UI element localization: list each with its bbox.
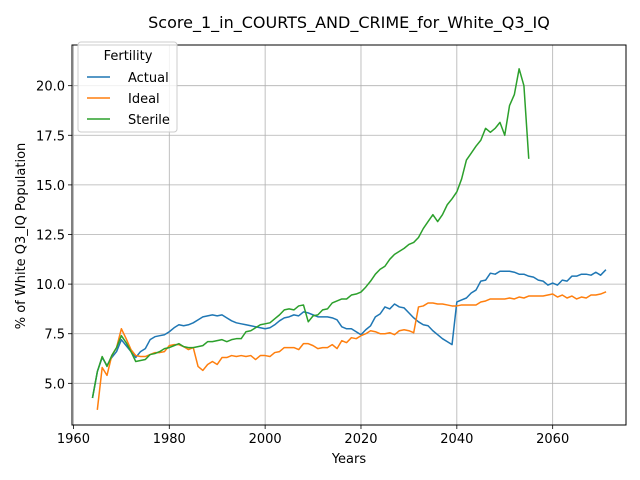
- grid-lines: [72, 45, 626, 425]
- plot-area-frame: [71, 44, 627, 426]
- series-line-actual: [91, 269, 607, 399]
- y-axis-label: % of White Q3_IQ Population: [14, 143, 29, 330]
- y-tick-label: 10.0: [36, 278, 65, 293]
- legend-entries: Actual Ideal Sterile: [87, 71, 170, 128]
- legend-label-actual: Actual: [128, 71, 169, 86]
- x-tick-label: 2020: [344, 432, 377, 447]
- x-tick-label: 1960: [57, 432, 90, 447]
- legend-label-sterile: Sterile: [128, 113, 170, 128]
- x-tick-label: 2060: [536, 432, 569, 447]
- y-tick-label: 20.0: [36, 80, 65, 95]
- legend-label-ideal: Ideal: [128, 92, 160, 107]
- x-axis-label: Years: [331, 452, 367, 467]
- x-axis-ticks: 1960 1980 2000 2020 2040 2060: [57, 425, 569, 447]
- x-tick-label: 2000: [249, 432, 282, 447]
- legend-box: [77, 41, 178, 133]
- x-tick-label: 1980: [153, 432, 186, 447]
- x-tick-label: 2040: [440, 432, 473, 447]
- legend-title: Fertility: [104, 49, 153, 64]
- chart-title: Score_1_in_COURTS_AND_CRIME_for_White_Q3…: [148, 13, 550, 33]
- y-tick-label: 7.5: [44, 328, 65, 343]
- y-axis-ticks: 5.0 7.5 10.0 12.5 15.0 17.5 20.0: [36, 80, 72, 392]
- series-line-sterile: [91, 68, 530, 399]
- y-tick-label: 15.0: [36, 179, 65, 194]
- legend: Fertility Actual Ideal Sterile: [77, 41, 178, 133]
- series-line-ideal: [96, 291, 607, 410]
- series-lines: [91, 68, 607, 410]
- y-tick-label: 12.5: [36, 229, 65, 244]
- y-tick-label: 5.0: [44, 377, 65, 392]
- y-tick-label: 17.5: [36, 129, 65, 144]
